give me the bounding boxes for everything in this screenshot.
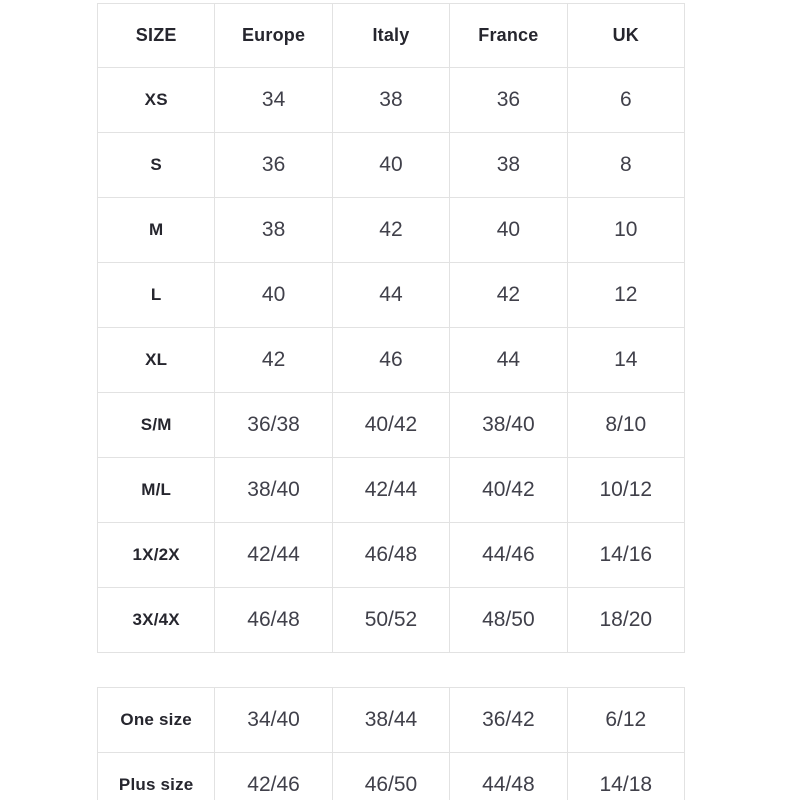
uk-value: 12: [566, 262, 686, 328]
europe-value: 36/38: [214, 392, 333, 458]
uk-value: 18/20: [566, 587, 686, 653]
table-row-s: S 36 40 38 8: [96, 132, 686, 198]
uk-value: 8: [566, 132, 686, 198]
europe-value: 38: [214, 197, 333, 263]
europe-value: 38/40: [214, 457, 333, 523]
column-header-france: France: [449, 3, 568, 68]
tables-container: SIZE Europe Italy France UK XS 34 38 36 …: [96, 3, 686, 800]
column-header-uk: UK: [566, 3, 686, 68]
italy-value: 46/48: [331, 522, 451, 588]
table-row-plus-size: Plus size 42/46 46/50 44/48 14/18: [96, 752, 686, 800]
france-value: 40/42: [449, 457, 568, 523]
france-value: 48/50: [449, 587, 568, 653]
size-label: M/L: [96, 457, 216, 523]
france-value: 36/42: [449, 687, 568, 753]
table-row-one-size: One size 34/40 38/44 36/42 6/12: [96, 687, 686, 753]
italy-value: 50/52: [331, 587, 451, 653]
italy-value: 46: [331, 327, 451, 393]
uk-value: 14: [566, 327, 686, 393]
france-value: 36: [449, 67, 568, 133]
table-row-xl: XL 42 46 44 14: [96, 327, 686, 393]
table-row-ml: M/L 38/40 42/44 40/42 10/12: [96, 457, 686, 523]
table-row-sm: S/M 36/38 40/42 38/40 8/10: [96, 392, 686, 458]
uk-value: 8/10: [566, 392, 686, 458]
europe-value: 34: [214, 67, 333, 133]
main-size-table: SIZE Europe Italy France UK XS 34 38 36 …: [96, 3, 686, 653]
italy-value: 40/42: [331, 392, 451, 458]
column-header-size: SIZE: [96, 3, 216, 68]
europe-value: 34/40: [214, 687, 333, 753]
special-size-table: One size 34/40 38/44 36/42 6/12 Plus siz…: [96, 687, 686, 800]
size-label: S: [96, 132, 216, 198]
uk-value: 6/12: [566, 687, 686, 753]
column-header-europe: Europe: [214, 3, 333, 68]
italy-value: 38: [331, 67, 451, 133]
uk-value: 10/12: [566, 457, 686, 523]
europe-value: 42: [214, 327, 333, 393]
europe-value: 42/44: [214, 522, 333, 588]
europe-value: 40: [214, 262, 333, 328]
size-label: 3X/4X: [96, 587, 216, 653]
size-label: L: [96, 262, 216, 328]
europe-value: 46/48: [214, 587, 333, 653]
size-label: M: [96, 197, 216, 263]
header-row: SIZE Europe Italy France UK: [96, 3, 686, 68]
france-value: 44/46: [449, 522, 568, 588]
tables-spacer: [97, 653, 685, 687]
uk-value: 14/16: [566, 522, 686, 588]
table-row-m: M 38 42 40 10: [96, 197, 686, 263]
size-label: S/M: [96, 392, 216, 458]
table-row-3x4x: 3X/4X 46/48 50/52 48/50 18/20: [96, 587, 686, 653]
france-value: 40: [449, 197, 568, 263]
size-label: One size: [96, 687, 216, 753]
france-value: 38/40: [449, 392, 568, 458]
france-value: 42: [449, 262, 568, 328]
europe-value: 36: [214, 132, 333, 198]
uk-value: 6: [566, 67, 686, 133]
italy-value: 38/44: [331, 687, 451, 753]
italy-value: 40: [331, 132, 451, 198]
uk-value: 14/18: [566, 752, 686, 800]
table-row-1x2x: 1X/2X 42/44 46/48 44/46 14/16: [96, 522, 686, 588]
table-row-xs: XS 34 38 36 6: [96, 67, 686, 133]
italy-value: 42: [331, 197, 451, 263]
uk-value: 10: [566, 197, 686, 263]
europe-value: 42/46: [214, 752, 333, 800]
size-label: Plus size: [96, 752, 216, 800]
size-label: 1X/2X: [96, 522, 216, 588]
france-value: 38: [449, 132, 568, 198]
size-label: XL: [96, 327, 216, 393]
table-row-l: L 40 44 42 12: [96, 262, 686, 328]
france-value: 44/48: [449, 752, 568, 800]
italy-value: 46/50: [331, 752, 451, 800]
column-header-italy: Italy: [331, 3, 451, 68]
size-label: XS: [96, 67, 216, 133]
france-value: 44: [449, 327, 568, 393]
italy-value: 44: [331, 262, 451, 328]
italy-value: 42/44: [331, 457, 451, 523]
